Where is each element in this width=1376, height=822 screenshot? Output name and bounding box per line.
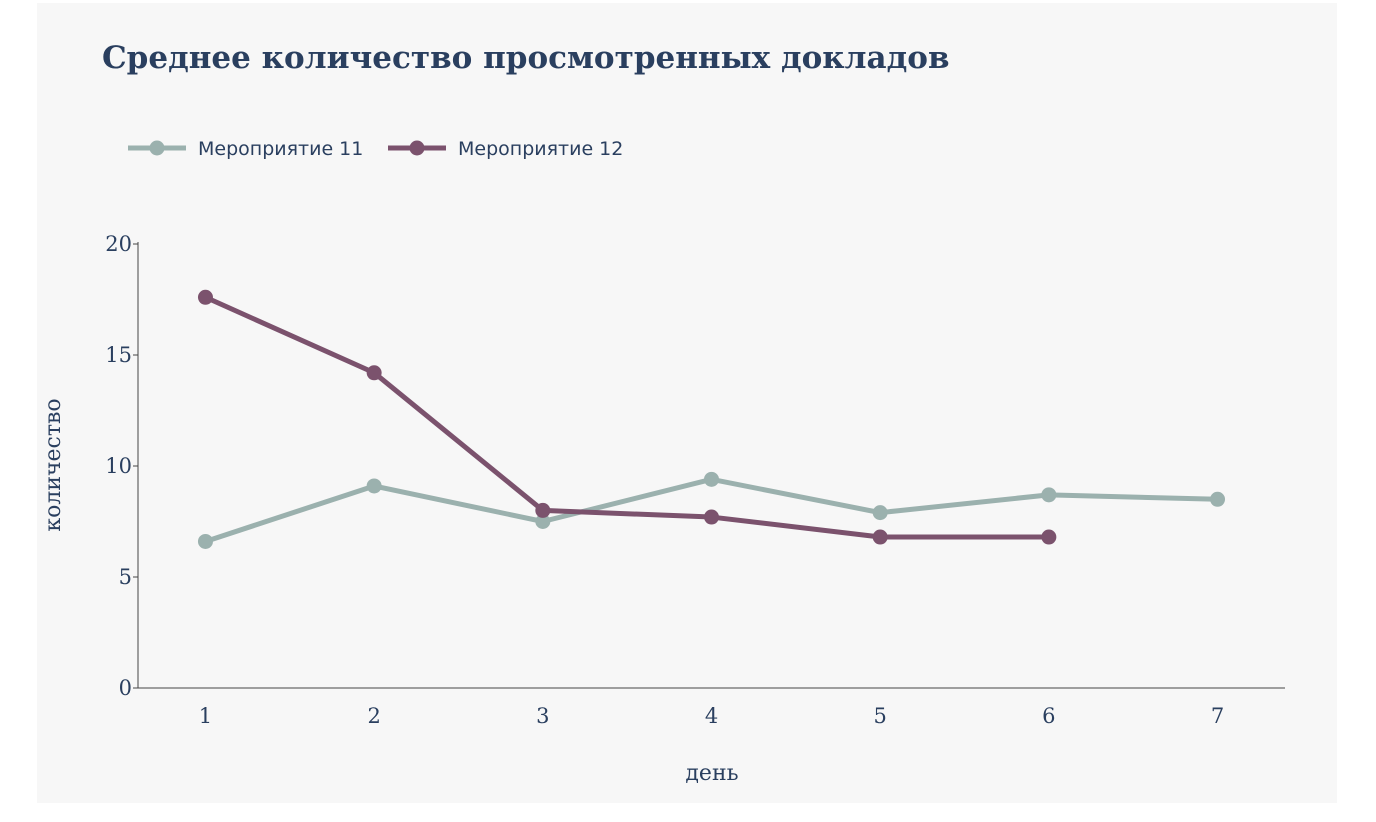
- legend-label: Мероприятие 12: [458, 138, 623, 160]
- data-point[interactable]: [535, 514, 551, 529]
- y-tick-label: 0: [119, 676, 132, 700]
- data-point[interactable]: [366, 365, 382, 381]
- data-point[interactable]: [872, 505, 888, 521]
- data-point[interactable]: [1041, 529, 1057, 545]
- x-tick-label: 7: [1211, 704, 1224, 728]
- legend-item-2[interactable]: Мероприятие 12: [388, 138, 623, 160]
- series-layer: [197, 289, 1226, 549]
- data-point[interactable]: [366, 478, 382, 494]
- legend[interactable]: Мероприятие 11 Мероприятие 12: [128, 138, 623, 160]
- axes: [137, 242, 1285, 689]
- x-axis-ticks: 1 2 3 4 5 6 7: [199, 704, 1224, 728]
- series-2: [197, 289, 1057, 545]
- x-tick-label: 1: [199, 704, 212, 728]
- y-axis-ticks: 0 5 10 15 20: [105, 232, 138, 700]
- y-axis-title: количество: [41, 398, 66, 531]
- x-tick-label: 3: [536, 704, 549, 728]
- legend-item-1[interactable]: Мероприятие 11: [128, 138, 363, 160]
- data-point[interactable]: [535, 502, 551, 518]
- x-tick-label: 6: [1042, 704, 1055, 728]
- data-point[interactable]: [197, 289, 213, 305]
- x-tick-label: 4: [705, 704, 718, 728]
- y-tick-label: 20: [105, 232, 132, 256]
- x-tick-label: 5: [873, 704, 886, 728]
- x-tick-label: 2: [367, 704, 380, 728]
- y-tick-label: 5: [119, 565, 132, 589]
- y-tick-label: 15: [105, 343, 132, 367]
- series-line: [202, 294, 1052, 540]
- data-point[interactable]: [872, 529, 888, 545]
- legend-label: Мероприятие 11: [198, 138, 363, 160]
- series-1: [197, 471, 1226, 549]
- data-point[interactable]: [1210, 491, 1226, 507]
- legend-swatch-marker: [149, 140, 165, 156]
- data-point[interactable]: [197, 533, 213, 549]
- legend-swatch-marker: [409, 140, 425, 156]
- x-axis-title: день: [685, 761, 738, 786]
- data-point[interactable]: [1041, 487, 1057, 503]
- data-point[interactable]: [704, 471, 719, 487]
- chart-title: Среднее количество просмотренных докладо…: [102, 40, 950, 76]
- data-point[interactable]: [704, 509, 719, 525]
- chart-background: [37, 3, 1337, 803]
- y-tick-label: 10: [105, 454, 132, 478]
